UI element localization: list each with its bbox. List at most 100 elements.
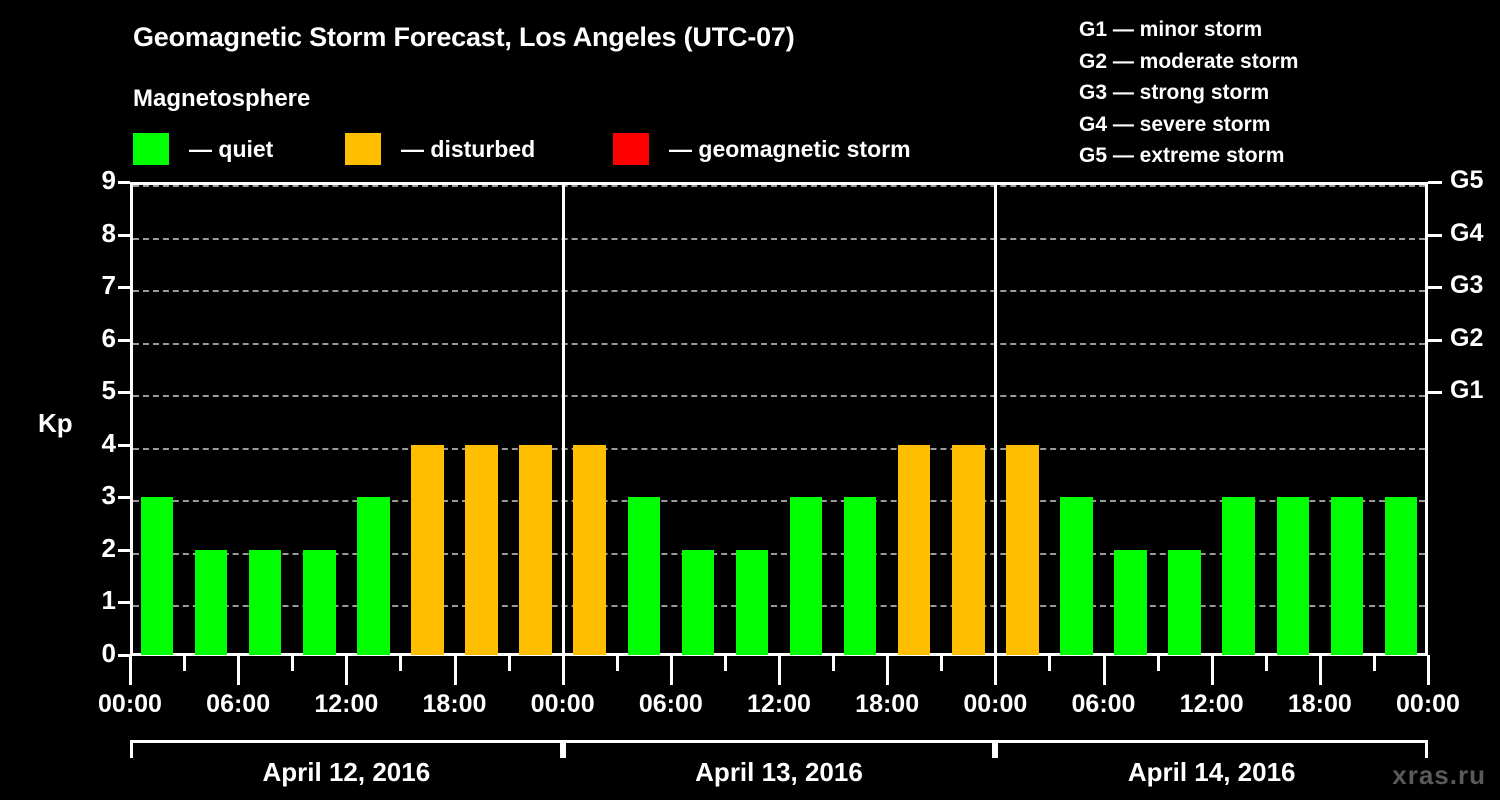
bar xyxy=(411,444,444,655)
y-axis-tick-label-0: 0 xyxy=(101,638,116,668)
legend-label-disturbed: — disturbed xyxy=(401,135,536,162)
x-axis-tick xyxy=(129,655,132,685)
bar xyxy=(843,497,877,655)
x-axis-tick xyxy=(507,655,511,671)
x-axis-baseline xyxy=(130,653,1428,656)
date-label: April 12, 2016 xyxy=(262,757,431,787)
x-axis-tick xyxy=(1048,655,1052,671)
legend-swatch-geomagnetic-storm xyxy=(613,133,649,165)
bar xyxy=(465,444,498,655)
x-axis-tick xyxy=(1264,655,1268,671)
legend-swatch-disturbed xyxy=(345,133,381,165)
gridline-kp-7 xyxy=(133,290,1425,293)
date-label: April 13, 2016 xyxy=(695,757,863,787)
y-axis-tick-5 xyxy=(118,391,130,395)
right-axis-label-g4: G4 xyxy=(1450,218,1484,247)
x-axis-tick-label: 06:00 xyxy=(206,690,271,718)
g-scale-legend-row-g4: G4 — severe storm xyxy=(1079,112,1271,136)
legend-item-quiet: — quiet xyxy=(133,133,273,165)
magnetosphere-heading: Magnetosphere xyxy=(133,85,311,112)
x-axis-tick xyxy=(291,655,295,671)
day-separator xyxy=(561,182,565,655)
g-scale-legend-row-g5: G5 — extreme storm xyxy=(1079,144,1285,167)
y-axis-tick-label-1: 1 xyxy=(101,585,116,616)
legend-item-geomagnetic-storm: — geomagnetic storm xyxy=(613,133,911,165)
x-axis-tick-label: 00:00 xyxy=(530,690,595,718)
x-axis-tick xyxy=(615,655,619,671)
bar xyxy=(681,549,715,655)
bar xyxy=(1168,549,1201,655)
y-axis-tick-8 xyxy=(118,233,130,237)
bar xyxy=(952,444,985,655)
y-axis-tick-label-8: 8 xyxy=(101,217,116,248)
y-axis-tick-3 xyxy=(118,496,130,500)
g-scale-legend: G1 — minor storm G2 — moderate storm G3 … xyxy=(1079,14,1298,172)
bar xyxy=(1384,497,1418,655)
x-axis-tick-label: 00:00 xyxy=(963,690,1028,718)
y-axis-tick-4 xyxy=(118,443,130,447)
bar xyxy=(1330,497,1364,655)
x-axis-tick xyxy=(669,655,673,685)
x-axis-tick xyxy=(453,655,457,685)
x-axis-tick xyxy=(561,655,565,685)
bar xyxy=(1114,549,1147,655)
right-axis-tick-g5 xyxy=(1428,181,1442,184)
right-axis-tick-g4 xyxy=(1428,233,1442,237)
x-axis-tick-label: 18:00 xyxy=(1287,690,1352,718)
g-scale-legend-row-g2: G2 — moderate storm xyxy=(1079,49,1299,73)
x-axis-tick xyxy=(1156,655,1160,671)
bar xyxy=(1006,444,1039,655)
right-axis-label-g2: G2 xyxy=(1450,323,1484,352)
x-axis-tick-label: 12:00 xyxy=(747,690,811,718)
x-axis-tick xyxy=(723,655,727,671)
x-axis-tick xyxy=(237,655,241,685)
y-axis-tick-label-7: 7 xyxy=(101,270,116,301)
bar xyxy=(789,497,823,655)
y-axis-tick-label-3: 3 xyxy=(101,480,116,511)
bar xyxy=(1276,497,1309,655)
y-axis-tick-label-9: 9 xyxy=(101,165,116,195)
x-axis-tick xyxy=(778,655,781,685)
x-axis-tick xyxy=(1210,655,1214,685)
gridlines xyxy=(133,185,1425,655)
date-bracket xyxy=(995,740,1428,758)
x-axis-tick xyxy=(1318,655,1322,685)
y-axis-tick-label-4: 4 xyxy=(101,427,116,458)
y-axis-tick-9 xyxy=(118,181,130,184)
gridline-kp-1 xyxy=(133,605,1425,608)
x-axis-tick xyxy=(886,655,890,685)
bar xyxy=(248,549,282,655)
x-axis-tick xyxy=(183,655,187,671)
legend-label-geomagnetic-storm: — geomagnetic storm xyxy=(669,135,911,162)
gridline-kp-5 xyxy=(133,395,1425,398)
gridline-kp-9 xyxy=(133,185,1425,187)
x-axis-tick xyxy=(1102,655,1106,685)
bar xyxy=(897,444,931,655)
bar xyxy=(573,444,606,655)
y-axis-tick-2 xyxy=(118,548,130,552)
y-axis-tick-label-2: 2 xyxy=(101,532,116,563)
gridline-kp-6 xyxy=(133,342,1425,345)
x-axis-tick-label: 18:00 xyxy=(855,690,920,718)
x-axis-tick-label: 00:00 xyxy=(98,690,162,718)
date-bracket xyxy=(562,740,996,758)
bar xyxy=(303,549,336,655)
x-axis-tick-label: 06:00 xyxy=(1071,690,1136,718)
right-axis-label-g1: G1 xyxy=(1450,376,1484,405)
x-axis-tick-label: 00:00 xyxy=(1396,690,1460,718)
y-axis-tick-1 xyxy=(118,601,130,605)
x-axis-tick xyxy=(1372,655,1376,671)
bar xyxy=(627,497,660,655)
x-axis-tick-label: 12:00 xyxy=(314,690,379,718)
x-axis-tick xyxy=(345,655,349,685)
right-axis-tick-g2 xyxy=(1428,338,1442,342)
x-axis-tick-label: 12:00 xyxy=(1179,690,1244,718)
date-label: April 14, 2016 xyxy=(1127,757,1296,787)
gridline-kp-3 xyxy=(133,500,1425,503)
y-axis-tick-0 xyxy=(118,654,130,657)
y-axis-tick-6 xyxy=(118,338,130,342)
x-axis-tick-label: 18:00 xyxy=(422,690,487,718)
right-axis-tick-g3 xyxy=(1428,286,1442,290)
x-axis-tick xyxy=(994,655,998,685)
legend-swatch-quiet xyxy=(133,133,169,165)
